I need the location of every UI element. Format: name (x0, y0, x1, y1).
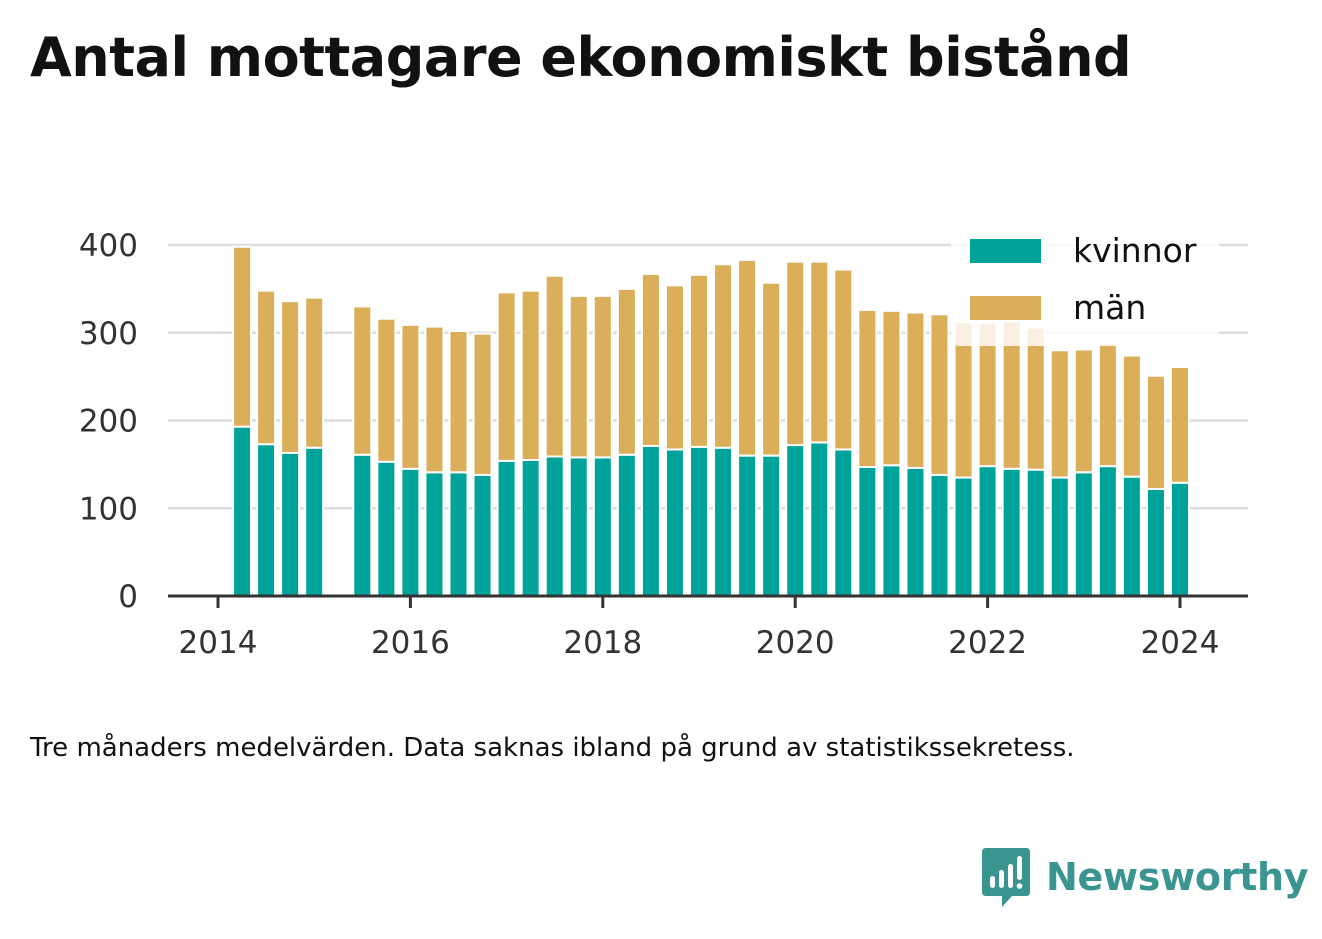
bar-män (1121, 354, 1142, 478)
bar-män (1145, 374, 1166, 490)
bar-kvinnor (1001, 467, 1022, 598)
y-tick-label: 0 (118, 579, 138, 615)
bar-män (1049, 349, 1070, 479)
bar-kvinnor (953, 476, 974, 598)
bar-män (496, 291, 517, 462)
bar-män (256, 289, 277, 446)
bar-män (689, 273, 709, 448)
bar-män (400, 323, 421, 470)
bar-kvinnor (881, 464, 902, 597)
bar-kvinnor (520, 458, 541, 597)
x-tick-label: 2018 (563, 625, 642, 661)
bar-män (592, 294, 613, 459)
bar-kvinnor (1025, 468, 1046, 598)
bar-kvinnor (1145, 487, 1166, 598)
bar-män (616, 287, 637, 456)
chart-note: Tre månaders medelvärden. Data saknas ib… (30, 733, 1075, 763)
bar-kvinnor (833, 448, 854, 597)
bar-kvinnor (280, 451, 301, 597)
y-tick-label: 300 (79, 316, 138, 352)
bar-män (905, 311, 926, 469)
bar-män (713, 263, 734, 449)
bar-kvinnor (809, 441, 830, 597)
bar-män (376, 317, 397, 463)
bar-män (280, 300, 301, 454)
newsworthy-logo-icon (982, 848, 1030, 907)
bar-kvinnor (448, 471, 469, 597)
bar-kvinnor (544, 455, 565, 598)
x-tick-label: 2024 (1141, 625, 1220, 661)
bar-kvinnor (256, 443, 277, 597)
brand-name: Newsworthy (1046, 855, 1309, 899)
bar-kvinnor (977, 465, 998, 597)
bar-kvinnor (616, 453, 637, 597)
bar-kvinnor (592, 456, 613, 598)
legend: kvinnor män (951, 228, 1219, 346)
bar-kvinnor (232, 425, 253, 597)
bar-kvinnor (689, 445, 709, 598)
bar-män (1073, 348, 1094, 474)
bar-män (472, 332, 493, 476)
legend-swatch-kvinnor (970, 239, 1041, 263)
bar-kvinnor (472, 473, 493, 597)
bar-män (424, 325, 445, 474)
bar-män (881, 309, 902, 467)
bar-män (761, 281, 782, 457)
legend-label-man: män (1073, 288, 1146, 327)
bar-män (833, 268, 854, 451)
bar-män (568, 294, 589, 459)
x-tick-label: 2020 (756, 625, 835, 661)
bar-kvinnor (424, 471, 445, 597)
stacked-bar-chart: 2014 2016 2018 2020 2022 2024 0 100 200 300 400 k… (79, 228, 1248, 661)
bar-kvinnor (352, 453, 373, 597)
bar-män (304, 296, 325, 449)
x-tick-label: 2022 (948, 625, 1027, 661)
bar-kvinnor (1073, 471, 1094, 597)
y-axis-labels: 0 100 200 300 400 (79, 228, 138, 615)
bar-kvinnor (664, 448, 685, 597)
bar-kvinnor (1170, 481, 1190, 597)
bar-kvinnor (761, 454, 782, 597)
bar-kvinnor (400, 467, 421, 598)
bar-män (520, 289, 541, 461)
bar-kvinnor (496, 459, 517, 597)
y-tick-label: 400 (79, 228, 138, 264)
bar-män (809, 260, 830, 444)
bar-kvinnor (640, 444, 661, 598)
bar-kvinnor (929, 473, 950, 597)
legend-label-kvinnor: kvinnor (1073, 231, 1197, 270)
x-tick-label: 2014 (179, 625, 258, 661)
bar-kvinnor (1097, 465, 1118, 597)
legend-swatch-man (970, 296, 1041, 320)
bar-män (857, 308, 878, 469)
bar-män (1097, 342, 1118, 468)
bar-kvinnor (1121, 475, 1142, 597)
x-tick-label: 2016 (371, 625, 450, 661)
x-axis-ticks: 2014 2016 2018 2020 2022 2024 (179, 596, 1220, 661)
bar-män (640, 272, 661, 447)
bar-män (1170, 365, 1190, 484)
bar-män (448, 329, 469, 474)
bar-kvinnor (857, 466, 878, 597)
bar-kvinnor (785, 444, 806, 597)
bar-män (737, 258, 758, 457)
y-tick-label: 200 (79, 404, 138, 440)
bar-män (544, 274, 565, 458)
bar-kvinnor (713, 446, 734, 598)
chart-title: Antal mottagare ekonomiskt bistånd (30, 26, 1132, 89)
bar-kvinnor (304, 446, 325, 598)
bar-kvinnor (376, 460, 397, 597)
bar-kvinnor (1049, 476, 1070, 598)
bar-män (232, 245, 253, 428)
bar-kvinnor (737, 454, 758, 597)
bar-män (352, 305, 373, 456)
newsworthy-logo[interactable]: Newsworthy (980, 846, 1309, 908)
bar-män (785, 260, 806, 447)
bar-kvinnor (905, 466, 926, 598)
bar-män (929, 313, 950, 476)
y-tick-label: 100 (79, 491, 138, 527)
bar-kvinnor (568, 456, 589, 598)
bar-män (1025, 326, 1046, 471)
bar-män (664, 284, 685, 451)
